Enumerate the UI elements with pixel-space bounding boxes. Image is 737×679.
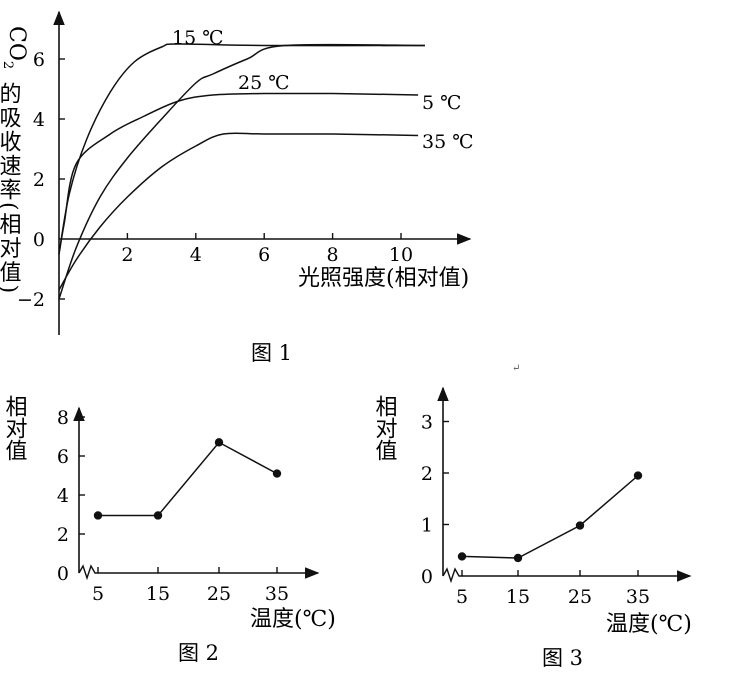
chart1-x-tick-label: 10 [389,244,413,266]
chart1-y-tick-label: −2 [17,289,45,311]
chart2-x-ticks: 5 15 25 35 [92,567,289,605]
chart1-ylabel-co: CO2 [0,26,29,69]
chart2-y-tick-label: 0 [57,563,69,585]
chart1-series [58,43,425,300]
chart2-x-tick-label: 25 [207,583,231,605]
chart1-y-ticks: −2 0 2 4 6 [17,49,65,311]
series-label-5c: 5 ℃ [422,92,461,114]
chart-2: 0 2 4 6 8 5 15 25 35 相对值 温度(℃) 图 2 [2,395,336,665]
chart3-y-tick-label: 0 [421,566,433,588]
chart3-caption: 图 3 [542,646,583,670]
series-label-35c: 35 ℃ [422,131,473,153]
chart2-x-tick-label: 5 [92,583,104,605]
chart1-x-tick-label: 4 [190,244,202,266]
chart2-y-tick-label: 8 [57,407,69,429]
chart3-series-line [461,475,639,559]
chart1-series-line-1 [58,43,425,300]
chart1-y-tick-label: 0 [33,229,45,251]
chart3-data-point [575,521,585,530]
chart3-data-point [457,552,467,561]
chart-3: 0 1 2 3 5 15 25 35 相对值 温度(℃) 图 3 [372,386,692,670]
chart2-x-tick-label: 35 [265,583,289,605]
chart3-x-tick-label: 5 [456,586,468,608]
chart2-data-point [272,469,282,478]
chart2-series-line [98,441,278,517]
chart3-x-tick-label: 35 [626,586,650,608]
chart2-data-point [93,511,103,520]
chart2-x-tick-label: 15 [146,583,170,605]
chart2-y-tick-label: 4 [57,485,69,507]
chart3-y-ticks: 0 1 2 3 [421,412,449,588]
chart2-y-tick-label: 2 [57,524,69,546]
chart3-xlabel: 温度(℃) [606,612,692,637]
chart3-y-tick-label: 1 [421,515,433,537]
chart1-x-ticks: 2 4 6 8 10 [121,233,413,266]
series-label-15c: 15 ℃ [172,27,223,49]
chart2-caption: 图 2 [178,641,219,665]
chart1-series-line-0 [58,43,425,255]
chart1-y-tick-label: 2 [33,169,45,191]
chart1-x-tick-label: 6 [258,244,270,266]
chart1-series-line-2 [58,92,419,255]
chart2-axis-break [78,564,97,581]
chart3-x-tick-label: 15 [506,586,530,608]
chart3-data-point [633,471,643,480]
chart1-ylabel-rest: 的吸收速率(相对值) [0,82,22,295]
chart3-ylabel: 相对值 [372,395,398,461]
chart3-data-point [513,553,523,563]
chart1-y-tick-label: 6 [33,49,45,71]
series-label-25c: 25 ℃ [238,72,289,94]
chart3-series [457,471,643,563]
chart3-y-tick-label: 2 [421,463,433,485]
chart-1: −2 0 2 4 6 2 4 6 8 10 15 ℃ 25 ℃ 5 ℃ 35 ℃ CO2 的吸收… [0,10,473,365]
chart2-data-point [153,511,163,520]
chart2-y-ticks: 0 2 4 6 8 [57,407,85,585]
chart1-x-tick-label: 2 [121,244,133,266]
chart3-x-ticks: 5 15 25 35 [456,570,650,608]
chart1-y-tick-label: 4 [33,109,45,131]
chart1-x-tick-label: 8 [327,244,339,266]
chart2-xlabel: 温度(℃) [250,607,336,632]
chart2-ylabel: 相对值 [2,395,28,461]
chart1-caption: 图 1 [251,341,292,365]
chart3-x-tick-label: 25 [568,586,592,608]
chart3-axis-break [442,567,461,584]
chart2-series [93,438,282,520]
chart2-data-point [214,438,224,447]
return-mark: ↵ [512,363,520,374]
chart2-y-tick-label: 6 [57,446,69,468]
chart1-xlabel: 光照强度(相对值) [298,266,469,291]
chart3-y-tick-label: 3 [421,412,433,434]
chart1-series-line-3 [58,132,419,291]
